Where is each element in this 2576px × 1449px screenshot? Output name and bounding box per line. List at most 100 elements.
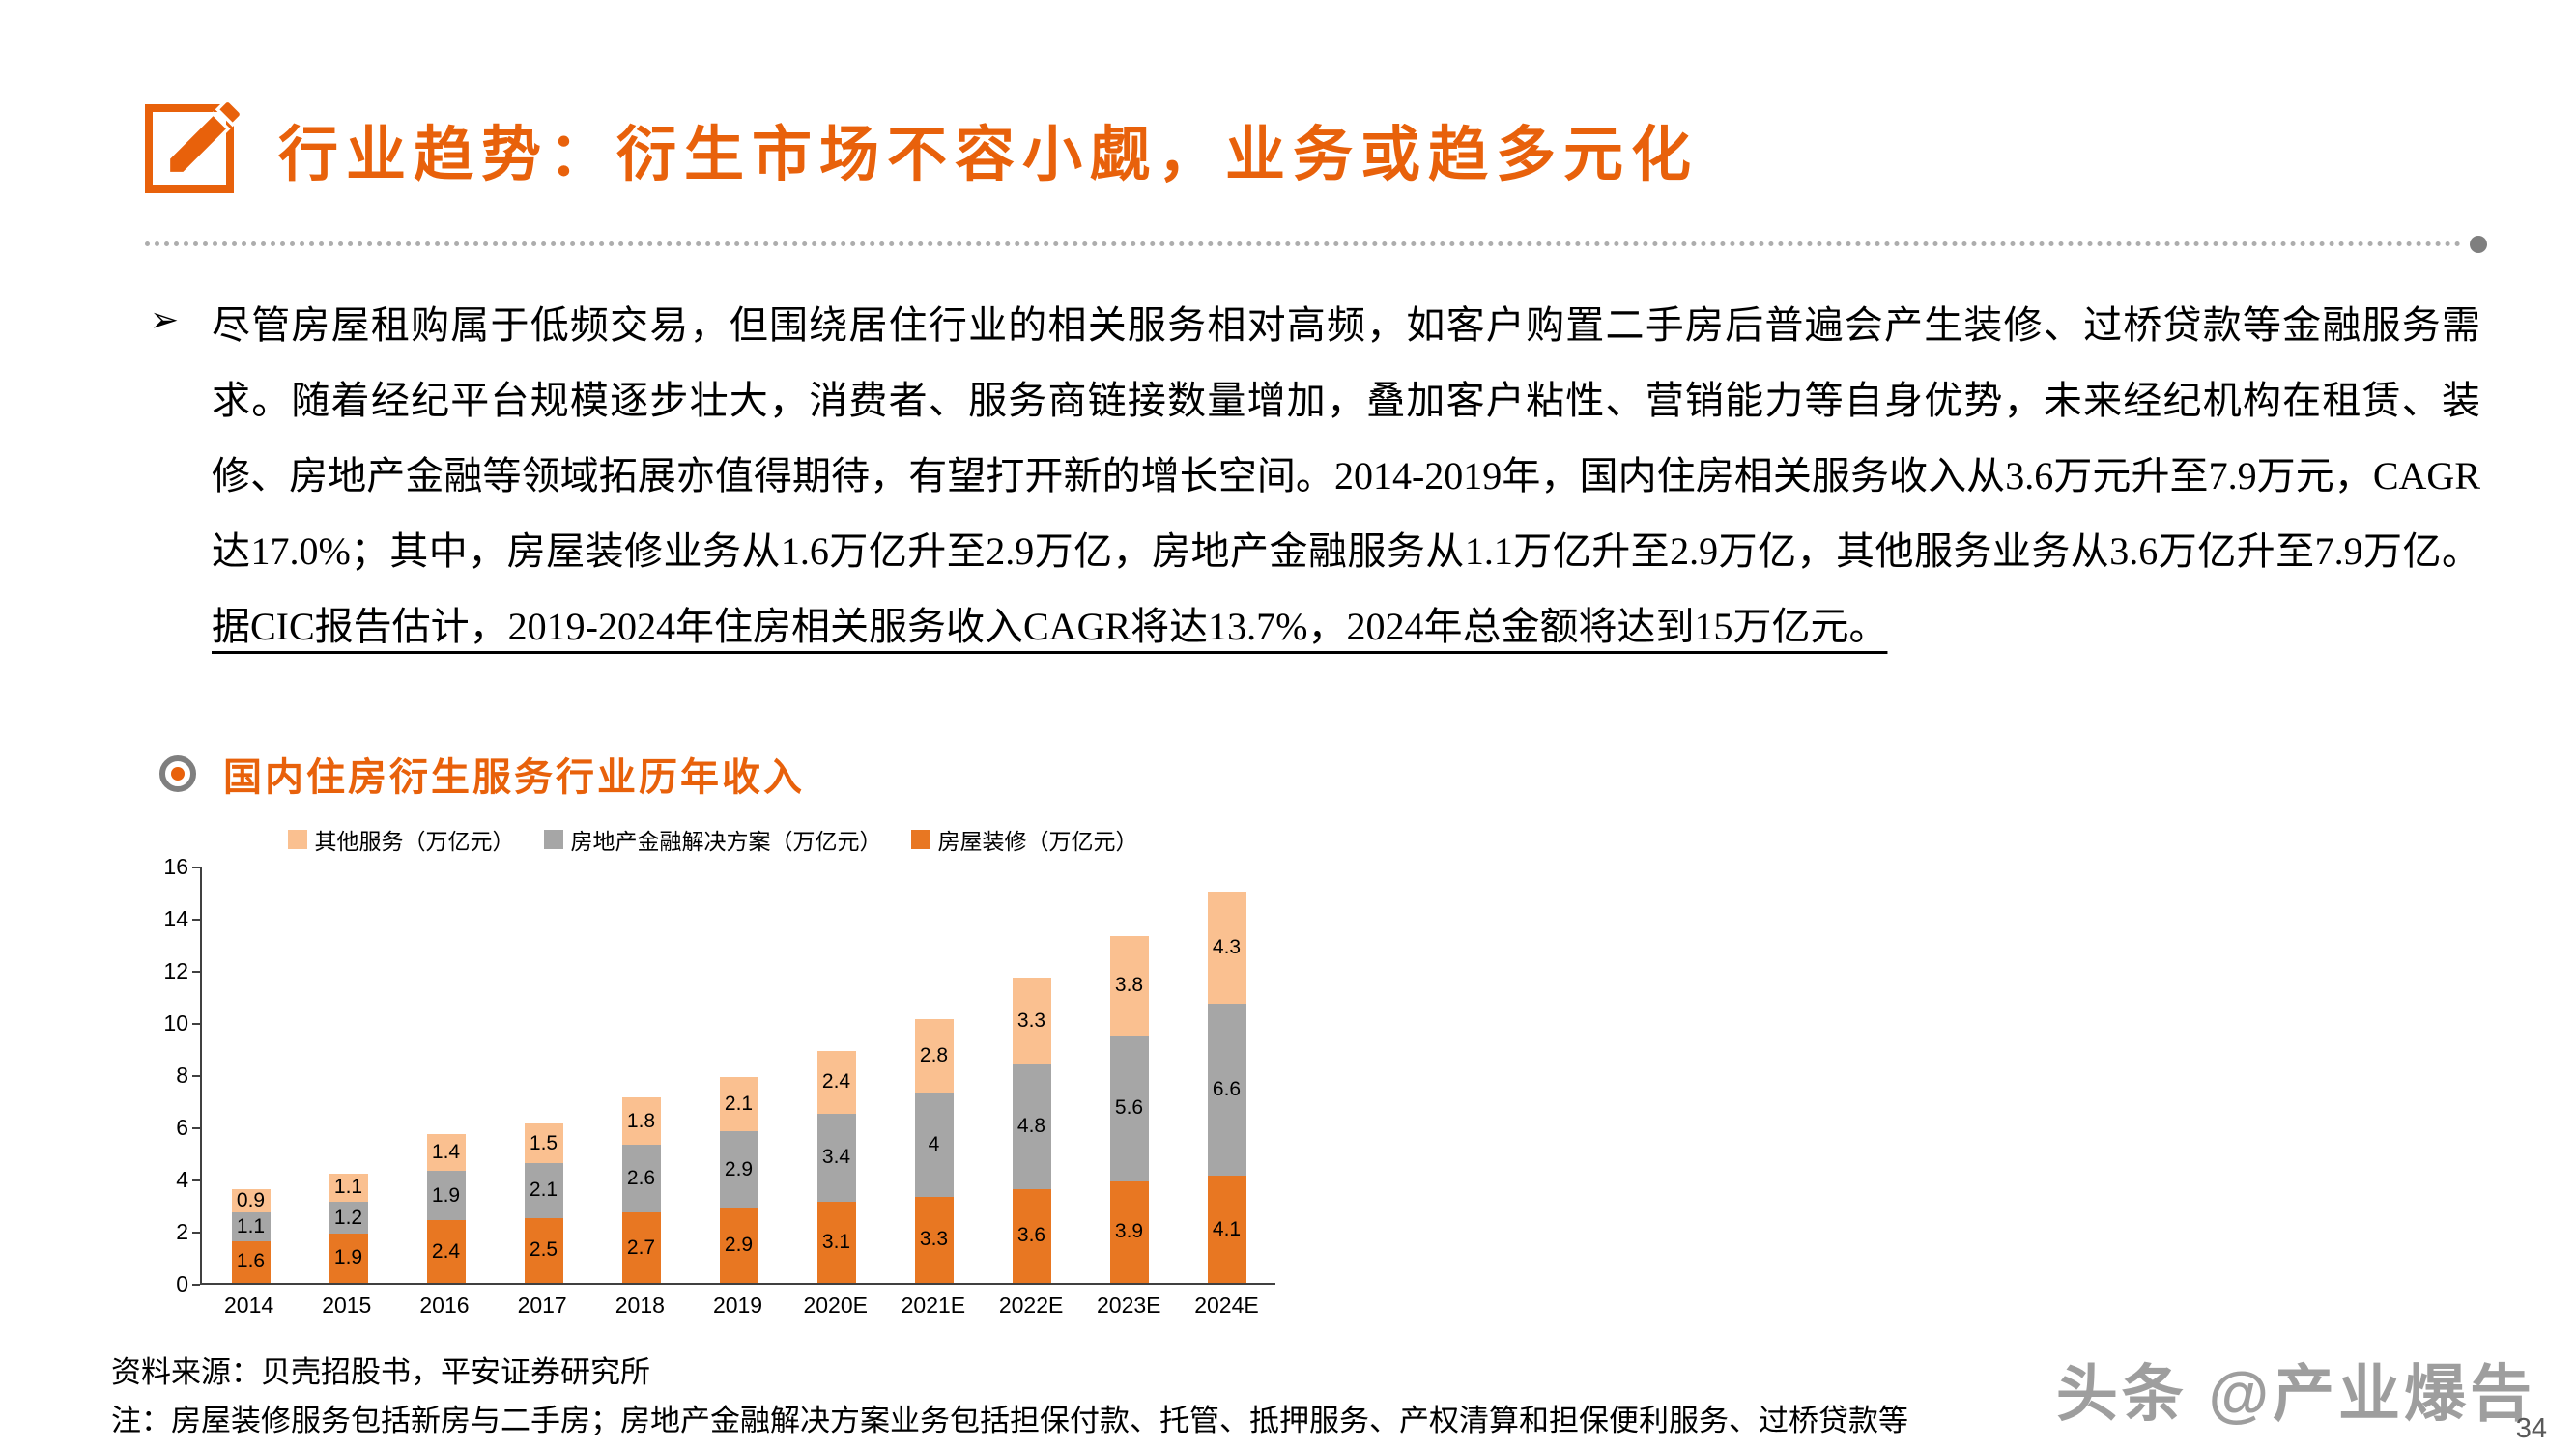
y-tick-mark xyxy=(192,867,200,868)
x-tick-label: 2022E xyxy=(998,1293,1064,1318)
stacked-bar: 2.4 3.4 3.1 xyxy=(816,1050,856,1283)
bar-segment: 1.8 xyxy=(621,1097,661,1145)
y-tick-label: 8 xyxy=(176,1063,188,1088)
bar-group: 2.1 2.9 2.9 xyxy=(690,867,787,1283)
legend-swatch xyxy=(287,830,307,849)
bar-segment: 2.8 xyxy=(914,1019,954,1093)
bar-value-label: 1.2 xyxy=(333,1206,363,1229)
bar-segment: 3.9 xyxy=(1109,1180,1149,1283)
bar-segment: 3.3 xyxy=(914,1196,954,1283)
bar-value-label: 6.6 xyxy=(1212,1078,1242,1101)
bar-value-label: 2.4 xyxy=(431,1239,461,1263)
bullet-ring-icon xyxy=(159,755,196,792)
stacked-bar: 1.8 2.6 2.7 xyxy=(621,1097,661,1283)
bar-segment: 2.5 xyxy=(524,1217,563,1283)
bar-segment: 2.9 xyxy=(719,1131,758,1208)
chart-section-header: 国内住房衍生服务行业历年收入 xyxy=(159,746,805,802)
paragraph-main: 尽管房屋租购属于低频交易，但围绕居住行业的相关服务相对高频，如客户购置二手房后普… xyxy=(212,303,2480,573)
legend-label: 房地产金融解决方案（万亿元） xyxy=(570,829,882,854)
page-title: 行业趋势：衍生市场不容小觑，业务或趋多元化 xyxy=(278,123,1700,188)
legend-item: 房地产金融解决方案（万亿元） xyxy=(543,823,882,856)
bar-segment: 1.2 xyxy=(329,1202,368,1234)
stacked-bar: 0.9 1.1 1.6 xyxy=(231,1188,271,1283)
bar-segment: 3.6 xyxy=(1012,1188,1051,1283)
bar-segment: 2.4 xyxy=(816,1050,856,1114)
bar-group: 2.8 4 3.3 xyxy=(885,867,983,1283)
bar-segment: 4.8 xyxy=(1012,1064,1051,1189)
bar-value-label: 1.1 xyxy=(236,1214,266,1237)
bar-value-label: 2.9 xyxy=(724,1157,754,1180)
bar-segment: 3.3 xyxy=(1012,978,1051,1065)
bar-segment: 1.6 xyxy=(231,1240,271,1283)
bar-group: 0.9 1.1 1.6 xyxy=(202,867,300,1283)
x-tick-label: 2017 xyxy=(517,1293,567,1318)
y-tick-mark xyxy=(192,1284,200,1286)
chart-section-title: 国内住房衍生服务行业历年收入 xyxy=(223,755,805,799)
definition-note: 注：房屋装修服务包括新房与二手房；房地产金融解决方案业务包括担保付款、托管、抵押… xyxy=(111,1404,1908,1437)
bar-value-label: 1.9 xyxy=(431,1183,461,1207)
y-tick-label: 10 xyxy=(163,1010,188,1036)
y-tick-label: 6 xyxy=(176,1115,188,1140)
bar-value-label: 3.8 xyxy=(1114,974,1144,997)
bar-value-label: 3.6 xyxy=(1016,1224,1046,1247)
bar-segment: 2.6 xyxy=(621,1144,661,1213)
y-tick-label: 14 xyxy=(163,906,188,931)
chart-plot: 0.9 1.1 1.6 1.1 1.2 1.9 1.4 1.9 2.4 1.5 2.1 2.5 1.8 2… xyxy=(200,867,1275,1285)
y-tick-mark xyxy=(192,1127,200,1129)
bar-segment: 1.5 xyxy=(524,1123,563,1163)
legend-label: 房屋装修（万亿元） xyxy=(937,829,1138,854)
bar-group: 1.8 2.6 2.7 xyxy=(592,867,690,1283)
y-tick-label: 16 xyxy=(163,854,188,879)
bar-segment: 1.9 xyxy=(426,1170,466,1221)
bar-group: 2.4 3.4 3.1 xyxy=(787,867,885,1283)
bar-segment: 3.1 xyxy=(816,1202,856,1283)
bar-value-label: 1.5 xyxy=(529,1131,558,1154)
pencil-icon xyxy=(145,99,243,193)
bar-value-label: 2.7 xyxy=(626,1236,656,1259)
y-tick-label: 12 xyxy=(163,958,188,983)
legend-label: 其他服务（万亿元） xyxy=(314,829,515,854)
x-tick-label: 2024E xyxy=(1194,1293,1259,1318)
y-tick-label: 2 xyxy=(176,1219,188,1244)
bar-value-label: 3.4 xyxy=(821,1146,851,1169)
bar-value-label: 2.4 xyxy=(821,1070,851,1094)
bar-value-label: 3.9 xyxy=(1114,1220,1144,1243)
stacked-bar: 3.8 5.6 3.9 xyxy=(1109,935,1149,1283)
chart-y-axis: 0 2 4 6 8 10 12 14 16 xyxy=(150,856,200,1295)
legend-swatch xyxy=(910,830,930,849)
bar-group: 1.4 1.9 2.4 xyxy=(397,867,495,1283)
y-tick-mark xyxy=(192,971,200,973)
bar-group: 3.8 5.6 3.9 xyxy=(1080,867,1178,1283)
bar-value-label: 5.6 xyxy=(1114,1096,1144,1120)
bar-segment: 3.8 xyxy=(1109,935,1149,1036)
stacked-bar: 1.5 2.1 2.5 xyxy=(524,1123,563,1283)
bar-value-label: 4.3 xyxy=(1212,936,1242,959)
bar-segment: 1.1 xyxy=(231,1212,271,1241)
y-tick-label: 0 xyxy=(176,1271,188,1296)
bar-value-label: 4.8 xyxy=(1016,1115,1046,1138)
bar-value-label: 3.3 xyxy=(919,1228,949,1251)
bar-segment: 2.4 xyxy=(426,1220,466,1283)
bar-value-label: 2.1 xyxy=(529,1179,558,1202)
legend-item: 其他服务（万亿元） xyxy=(287,823,515,856)
legend-swatch xyxy=(543,830,563,849)
bar-segment: 4 xyxy=(914,1092,954,1197)
bar-value-label: 2.6 xyxy=(626,1167,656,1190)
divider-end-dot xyxy=(2470,236,2487,253)
bar-value-label: 0.9 xyxy=(236,1188,266,1211)
paragraph-text: 尽管房屋租购属于低频交易，但围绕居住行业的相关服务相对高频，如客户购置二手房后普… xyxy=(212,288,2480,665)
header-divider xyxy=(145,236,2487,253)
bullet-ring-dot xyxy=(171,767,185,781)
source-note: 资料来源：贝壳招股书，平安证券研究所 xyxy=(111,1355,650,1389)
x-tick-label: 2019 xyxy=(712,1293,763,1318)
chart-x-axis: 2014 2015 2016 2017 2018 2019 2020E 2021E 2022E 2… xyxy=(200,1285,1275,1319)
y-tick-mark xyxy=(192,1023,200,1025)
x-tick-label: 2021E xyxy=(901,1293,966,1318)
bar-segment: 1.9 xyxy=(329,1233,368,1283)
watermark: 头条 @产业爆告 xyxy=(2055,1359,2535,1429)
bar-segment: 2.9 xyxy=(719,1207,758,1283)
bar-segment: 0.9 xyxy=(231,1188,271,1213)
bar-segment: 5.6 xyxy=(1109,1035,1149,1181)
x-tick-label: 2018 xyxy=(615,1293,665,1318)
